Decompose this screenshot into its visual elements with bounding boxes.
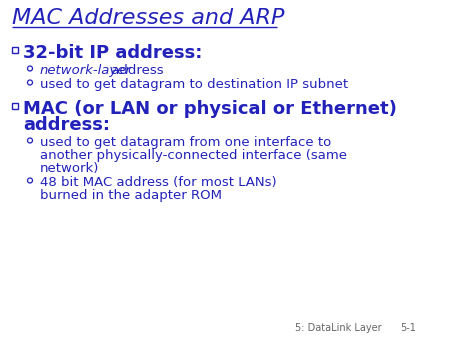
Text: address:: address:: [23, 116, 110, 134]
Text: 5-1: 5-1: [400, 323, 416, 333]
Text: used to get datagram to destination IP subnet: used to get datagram to destination IP s…: [40, 78, 348, 91]
Text: 5: DataLink Layer: 5: DataLink Layer: [295, 323, 382, 333]
Text: address: address: [107, 64, 163, 77]
Text: network-layer: network-layer: [40, 64, 132, 77]
Text: burned in the adapter ROM: burned in the adapter ROM: [40, 189, 222, 202]
Text: 32-bit IP address:: 32-bit IP address:: [23, 44, 202, 62]
Text: MAC (or LAN or physical or Ethernet): MAC (or LAN or physical or Ethernet): [23, 100, 397, 118]
Text: MAC Addresses and ARP: MAC Addresses and ARP: [12, 8, 284, 28]
FancyBboxPatch shape: [12, 103, 18, 109]
Text: another physically-connected interface (same: another physically-connected interface (…: [40, 149, 347, 162]
Text: network): network): [40, 162, 99, 175]
Text: used to get datagram from one interface to: used to get datagram from one interface …: [40, 136, 331, 149]
Text: 48 bit MAC address (for most LANs): 48 bit MAC address (for most LANs): [40, 176, 277, 189]
FancyBboxPatch shape: [12, 47, 18, 53]
